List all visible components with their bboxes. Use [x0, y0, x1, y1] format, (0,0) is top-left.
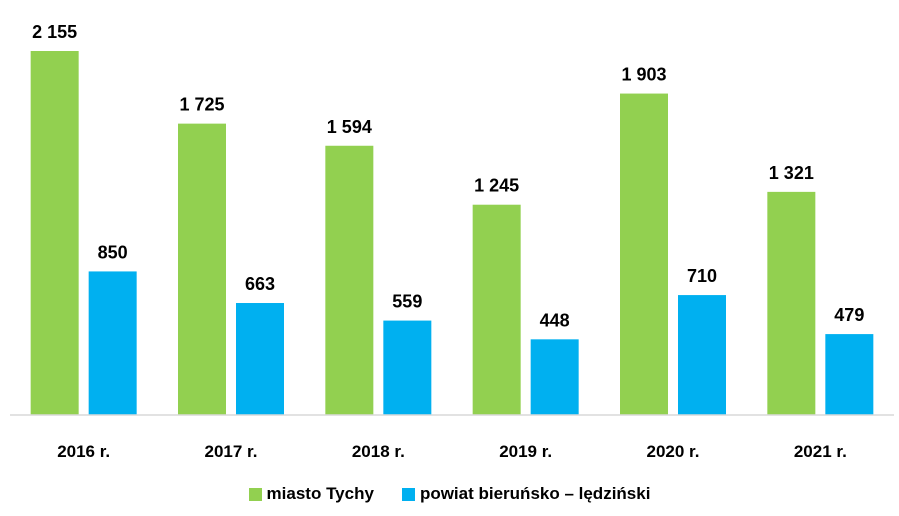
data-label-powiat-5: 479 — [834, 305, 864, 325]
data-label-powiat-1: 663 — [245, 274, 275, 294]
data-label-miasto-tychy-0: 2 155 — [32, 22, 77, 42]
bar-miasto-tychy-4 — [620, 93, 668, 416]
x-tick-label-4: 2020 r. — [647, 442, 700, 461]
bar-miasto-tychy-1 — [178, 123, 226, 415]
data-label-miasto-tychy-1: 1 725 — [179, 95, 224, 115]
legend-swatch-powiat — [401, 487, 415, 501]
legend-label-powiat: powiat bieruńsko – lędziński — [419, 484, 651, 503]
bar-powiat-5 — [825, 334, 874, 415]
legend-swatch-miasto-tychy — [248, 487, 262, 501]
bar-powiat-1 — [236, 303, 284, 415]
data-label-miasto-tychy-2: 1 594 — [327, 117, 372, 137]
data-label-miasto-tychy-3: 1 245 — [474, 176, 519, 196]
legend-item-series-1: miasto Tychy — [248, 484, 374, 504]
data-label-miasto-tychy-4: 1 903 — [621, 65, 666, 85]
bar-powiat-3 — [530, 339, 579, 415]
x-tick-label-1: 2017 r. — [205, 442, 258, 461]
data-label-powiat-3: 448 — [540, 310, 570, 330]
legend-item-series-2: powiat bieruńsko – lędziński — [401, 484, 651, 504]
bar-miasto-tychy-2 — [325, 145, 374, 415]
x-tick-label-5: 2021 r. — [794, 442, 847, 461]
bar-miasto-tychy-3 — [472, 204, 521, 415]
legend-label-miasto-tychy: miasto Tychy — [266, 484, 374, 503]
data-label-powiat-4: 710 — [687, 266, 717, 286]
data-label-powiat-0: 850 — [98, 242, 128, 262]
bar-powiat-2 — [383, 320, 432, 415]
x-tick-label-2: 2018 r. — [352, 442, 405, 461]
x-tick-label-0: 2016 r. — [57, 442, 110, 461]
bar-miasto-tychy-5 — [767, 191, 816, 415]
data-label-miasto-tychy-5: 1 321 — [769, 163, 814, 183]
x-tick-label-3: 2019 r. — [499, 442, 552, 461]
bar-powiat-0 — [88, 271, 137, 415]
bar-powiat-4 — [678, 295, 726, 415]
data-label-powiat-2: 559 — [392, 292, 422, 312]
bar-miasto-tychy-0 — [30, 51, 79, 415]
legend: miasto Tychy powiat bieruńsko – lędzińsk… — [0, 484, 899, 504]
